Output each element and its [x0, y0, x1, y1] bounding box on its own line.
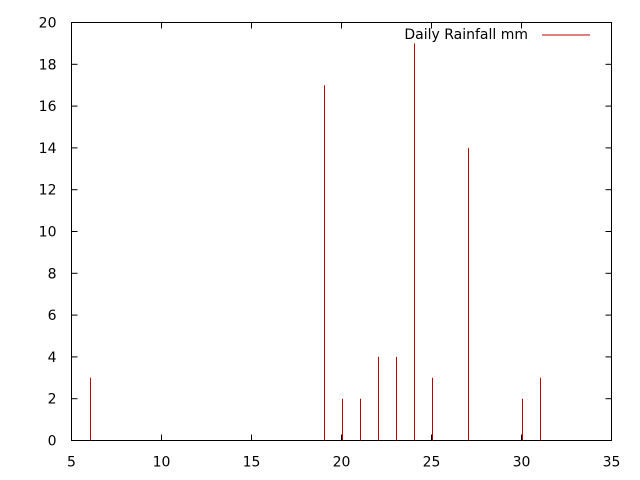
- legend: Daily Rainfall mm: [404, 27, 590, 43]
- plot-frame: [71, 22, 612, 441]
- x-tick-label: 5: [67, 455, 76, 471]
- x-tick-label: 10: [153, 455, 171, 471]
- y-tick-label: 18: [39, 57, 57, 73]
- y-tick-label: 4: [48, 350, 57, 366]
- y-tick-label: 8: [48, 266, 57, 282]
- x-tick-label: 15: [243, 455, 261, 471]
- y-tick-label: 10: [39, 225, 57, 241]
- y-tick-label: 0: [48, 434, 57, 450]
- x-tick-label: 25: [423, 455, 441, 471]
- x-tick-label: 20: [333, 455, 351, 471]
- y-tick-label: 12: [39, 183, 57, 199]
- x-tick-label: 35: [603, 455, 621, 471]
- y-tick-label: 20: [39, 16, 57, 32]
- y-tick-label: 14: [39, 141, 57, 157]
- y-axis: 0 2 4 6 8 10 12 14 16 18 20: [39, 16, 612, 450]
- legend-label: Daily Rainfall mm: [404, 27, 528, 43]
- x-axis: 5 10 15 20 25 30 35: [67, 22, 621, 471]
- rainfall-bars: [90, 43, 541, 441]
- y-tick-label: 2: [48, 392, 57, 408]
- y-tick-label: 6: [48, 308, 57, 324]
- x-tick-label: 30: [513, 455, 531, 471]
- y-tick-label: 16: [39, 99, 57, 115]
